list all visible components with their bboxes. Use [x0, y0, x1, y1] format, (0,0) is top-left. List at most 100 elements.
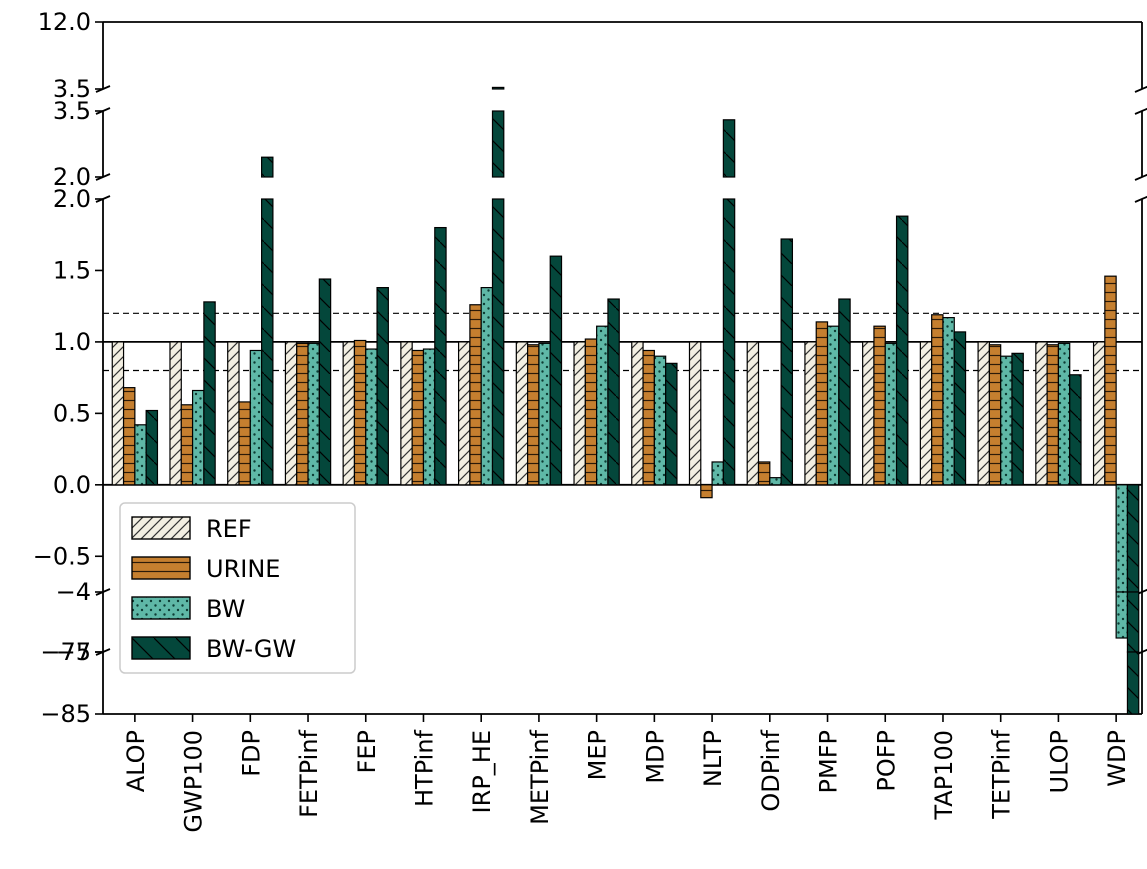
x-tick-label: HTPinf [410, 729, 438, 807]
bar-ref-tap100 [919, 341, 933, 486]
y-tick-label: 1.0 [53, 328, 91, 356]
bar-bw-gw-tetpinf [1011, 352, 1024, 486]
bar-bw-gw-mdp [665, 362, 678, 486]
bar-bw-gw-fetpinf [318, 278, 332, 486]
bars [111, 86, 1140, 715]
bar-bw-wdp [1115, 484, 1129, 593]
legend-box [119, 502, 356, 674]
bar-ref-fdp [227, 341, 240, 486]
bar-bw-gw-fep [376, 287, 389, 486]
y-tick-label: 12.0 [38, 8, 91, 36]
y-tick-label: 0.0 [53, 471, 91, 499]
axis-break-mark [1134, 107, 1147, 115]
bar-urine-pofp [873, 325, 886, 486]
y-tick-label: −0.5 [33, 542, 91, 570]
bar-ref-mep [573, 341, 586, 486]
bar-bw-gw-gwp100 [203, 301, 216, 486]
bar-bw-gwp100 [191, 389, 205, 486]
bar-urine-fetpinf [296, 342, 309, 486]
bar-bw-gw-fdp [261, 156, 274, 178]
axis-break-mark [1134, 195, 1147, 203]
x-tick-label: TETPinf [988, 729, 1016, 819]
bar-bw-gw-irp_he [491, 86, 505, 90]
bar-bw-mdp [653, 355, 667, 486]
x-tick-label: FETPinf [295, 729, 323, 817]
x-tick-label: METPinf [526, 729, 554, 824]
y-tick-label: −4 [56, 578, 91, 606]
y-tick-label: 3.5 [53, 75, 91, 103]
bar-ref-fep [342, 341, 356, 486]
bar-bw-htpinf [422, 348, 436, 486]
bar-bw-gw-irp_he [491, 198, 505, 486]
bar-bw-gw-fdp [261, 198, 274, 486]
bar-ref-nltp [688, 341, 702, 486]
bar-bw-nltp [711, 461, 724, 486]
bar-ref-odpinf [746, 341, 760, 486]
bar-urine-tap100 [931, 314, 944, 486]
x-tick-label: GWP100 [180, 730, 208, 833]
bar-urine-fep [353, 339, 367, 486]
bar-bw-mep [596, 325, 609, 486]
y-tick-label: −7 [56, 638, 91, 666]
y-tick-label: 3.5 [53, 97, 91, 125]
bar-urine-gwp100 [180, 404, 194, 486]
legend-label: BW-GW [206, 635, 296, 663]
bar-bw-fdp [249, 349, 263, 486]
bar-ref-mdp [631, 341, 644, 486]
x-tick-label: POFP [872, 730, 900, 792]
legend-label: BW [206, 595, 245, 623]
bar-urine-irp_he [469, 304, 482, 486]
bar-bw-gw-nltp [722, 198, 736, 486]
bar-bw-gw-alop [145, 409, 159, 486]
bar-bw-gw-nltp [722, 119, 736, 178]
y-tick-label: 1.5 [53, 256, 91, 284]
bar-urine-metpinf [527, 344, 540, 486]
bar-ref-tetpinf [977, 341, 990, 486]
bar-urine-nltp [700, 484, 713, 499]
bar-bw-gw-mep [607, 298, 620, 486]
bar-ref-pmfp [804, 341, 817, 486]
bar-ref-irp_he [457, 341, 471, 486]
bar-bw-odpinf [769, 477, 782, 486]
y-tick-label: 2.0 [53, 163, 91, 191]
bar-ref-htpinf [400, 341, 413, 486]
bar-bw-gw-wdp [1126, 651, 1140, 715]
x-tick-label: MEP [584, 730, 612, 780]
tick-labels: ALOP GWP100 FDP FETPinf FEP HTPinf IRP_HE METPi… [33, 8, 1131, 833]
bar-bw-tetpinf [1000, 355, 1013, 486]
bar-bw-gw-tap100 [953, 331, 967, 486]
x-tick-label: WDP [1103, 730, 1131, 787]
bar-ref-ulop [1035, 341, 1048, 486]
bar-urine-mdp [642, 349, 655, 486]
bar-bw-tap100 [942, 317, 955, 486]
y-tick-label: −85 [40, 700, 91, 728]
bar-urine-wdp [1104, 275, 1117, 486]
bar-ref-metpinf [515, 341, 529, 486]
bar-bw-gw-wdp [1126, 591, 1140, 653]
axis-break-mark [1134, 173, 1147, 181]
bar-bw-gw-metpinf [549, 255, 563, 486]
x-tick-label: ALOP [122, 730, 150, 792]
bar-bw-fep [365, 348, 378, 486]
x-tick-label: FDP [237, 730, 265, 777]
y-tick-label: 2.0 [53, 185, 91, 213]
legend-swatch-bw [131, 596, 191, 620]
legend-label: REF [206, 515, 252, 543]
x-tick-label: MDP [641, 730, 669, 784]
bar-bw-gw-htpinf [434, 226, 447, 486]
bar-urine-alop [122, 387, 136, 486]
x-tick-label: NLTP [699, 730, 727, 787]
bar-bw-alop [134, 424, 147, 486]
bar-urine-fdp [238, 401, 251, 486]
bar-urine-mep [584, 338, 598, 486]
bar-bw-pofp [884, 342, 898, 486]
x-tick-label: PMFP [815, 730, 843, 793]
bar-ref-fetpinf [284, 341, 298, 486]
y-tick-label: −75 [40, 638, 91, 666]
bar-bw-gw-irp_he [491, 110, 505, 178]
bar-bw-fetpinf [307, 342, 320, 486]
bar-bw-ulop [1057, 342, 1071, 486]
bar-urine-tetpinf [988, 344, 1002, 486]
bar-bw-gw-pmfp [838, 298, 851, 486]
